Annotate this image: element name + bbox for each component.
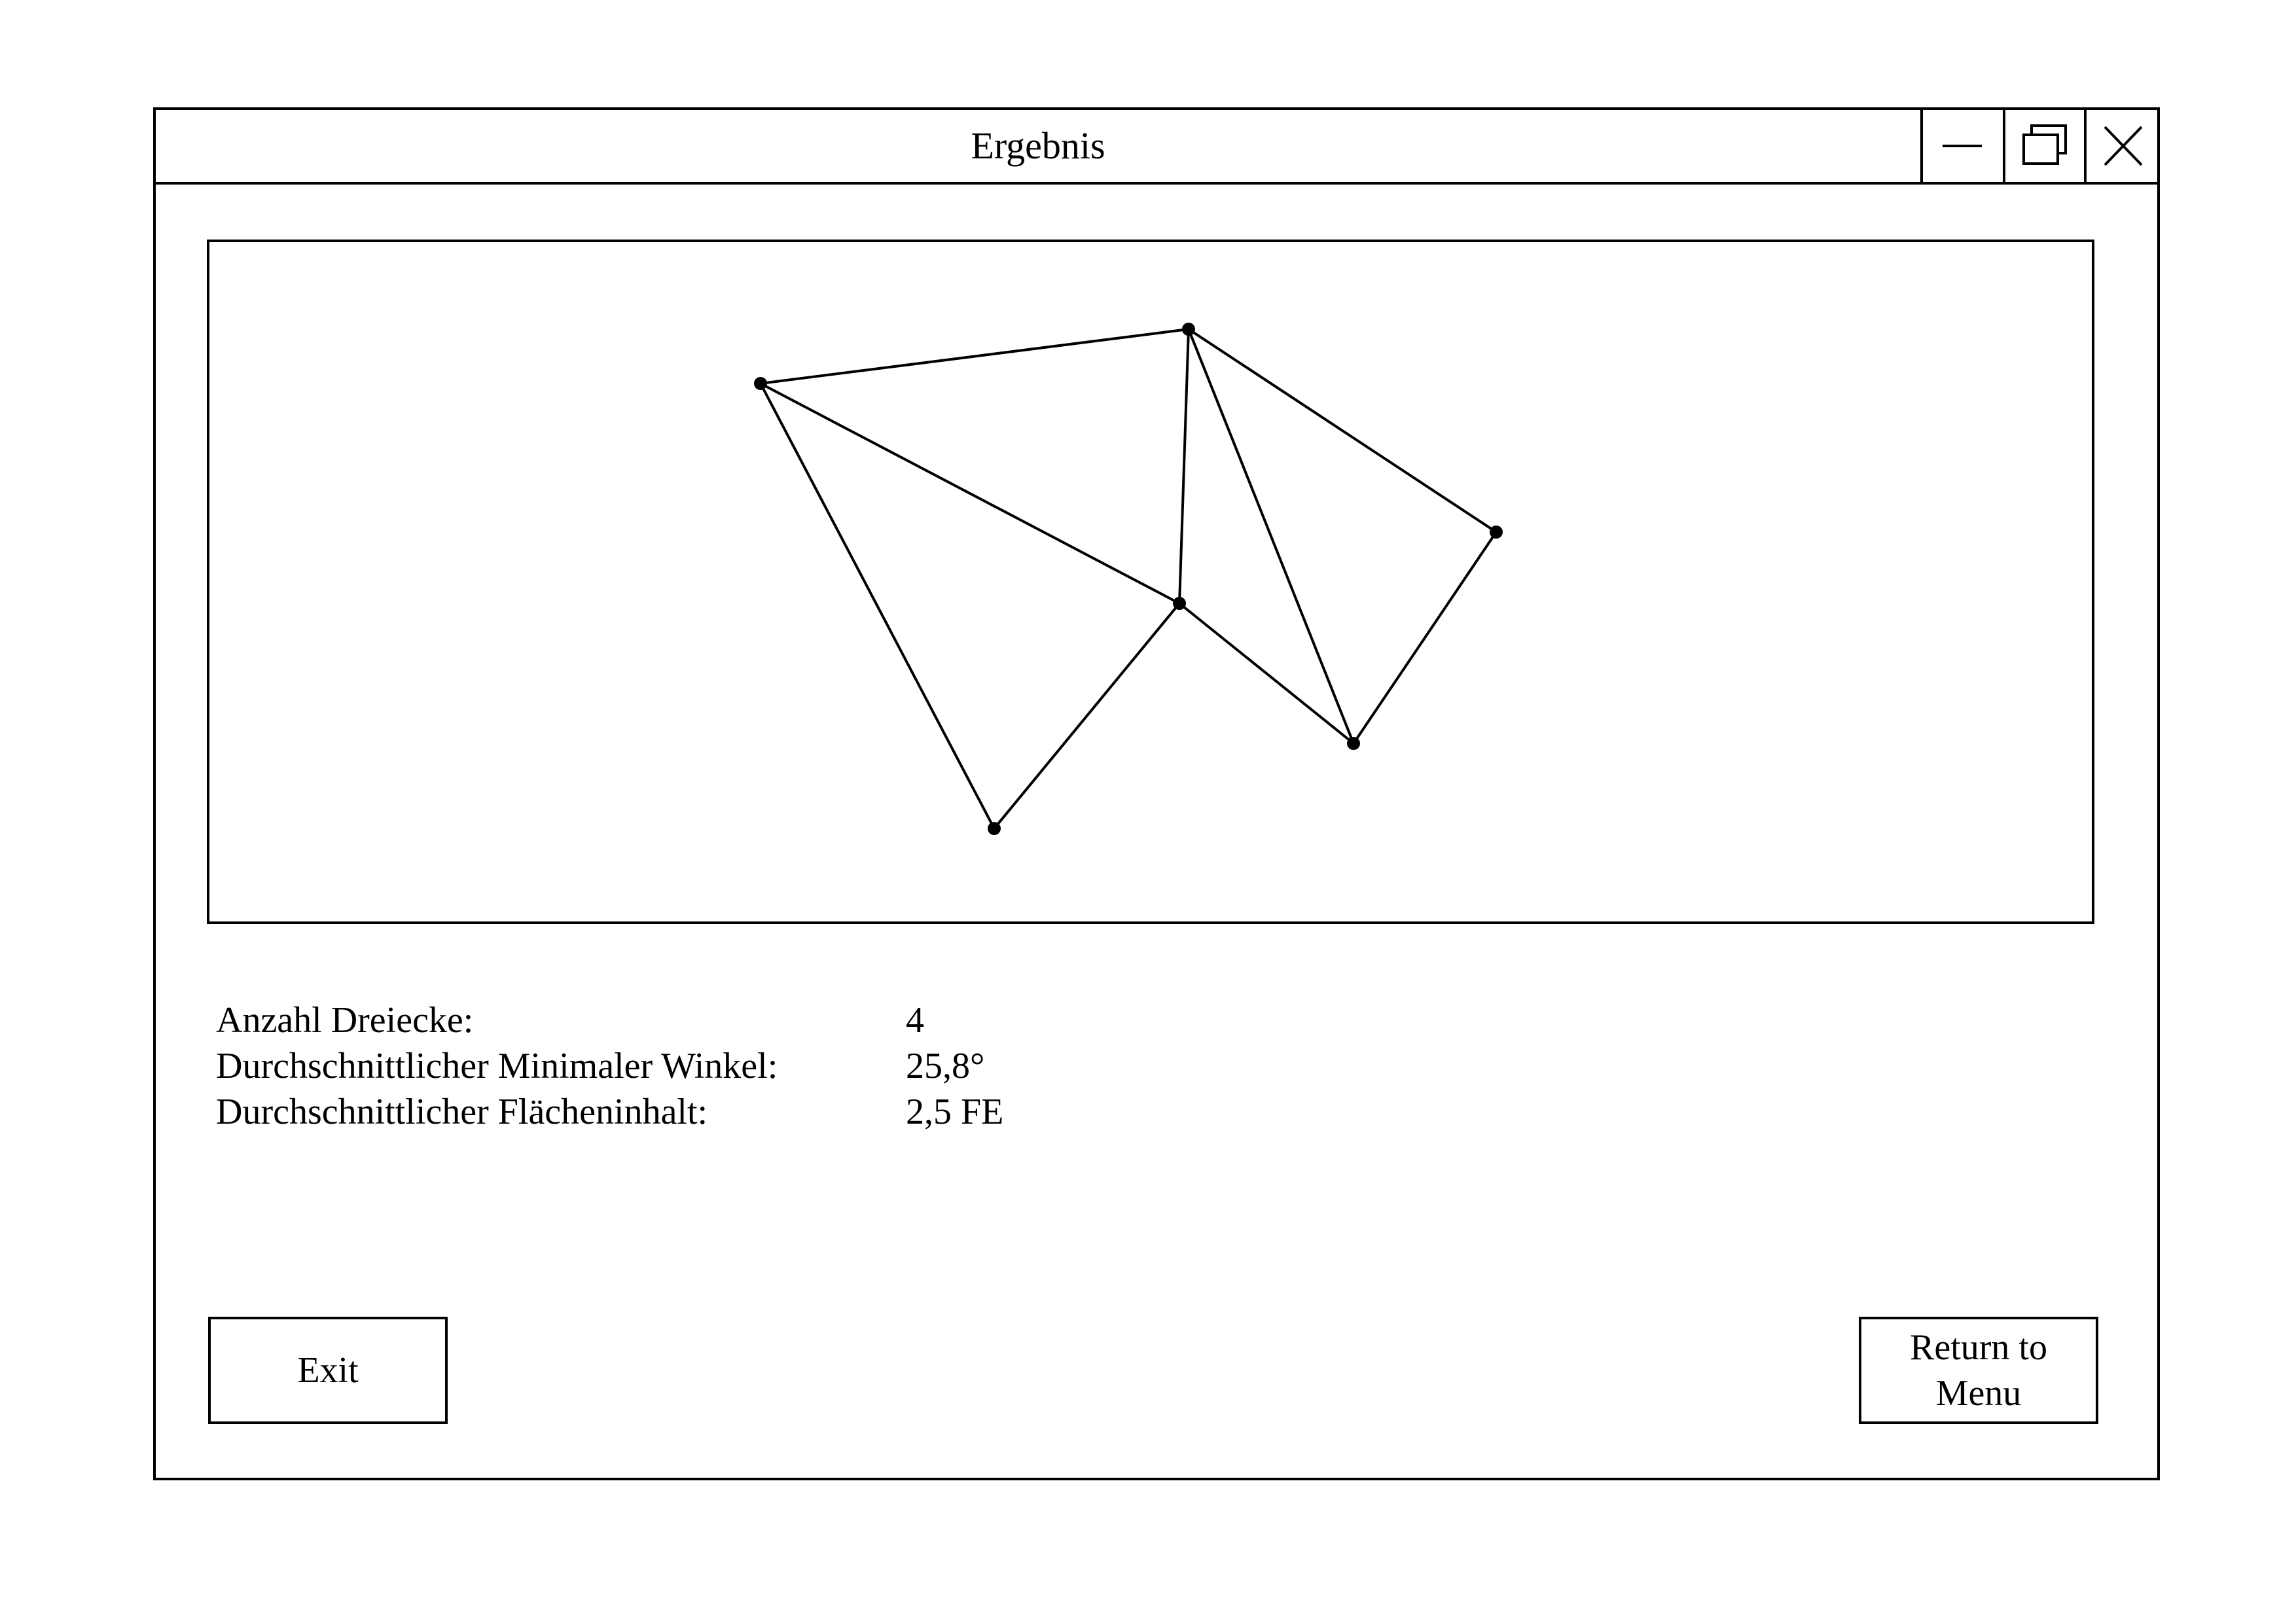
- edge-A-F: [759, 383, 996, 829]
- result-window: Ergebnis: [153, 107, 2160, 1480]
- restore-icon: [2022, 124, 2067, 165]
- edge-C-E: [1352, 531, 1498, 745]
- vertex-D: [1173, 597, 1186, 610]
- return-to-menu-button[interactable]: Return to Menu: [1859, 1317, 2098, 1424]
- edge-B-E: [1187, 329, 1355, 744]
- edge-B-C: [1187, 328, 1498, 533]
- vertex-C: [1490, 526, 1503, 539]
- vertex-B: [1182, 323, 1195, 336]
- edge-A-D: [760, 382, 1180, 605]
- stat-value-triangles: 4: [906, 1000, 924, 1041]
- vertex-A: [754, 377, 767, 390]
- vertex-E: [1347, 737, 1360, 750]
- stat-label-triangles: Anzahl Dreiecke:: [216, 1000, 474, 1041]
- minimize-button[interactable]: [1920, 110, 2003, 182]
- triangulation-canvas: [207, 240, 2094, 924]
- title-bar[interactable]: Ergebnis: [156, 110, 2157, 185]
- minimize-icon: [1943, 145, 1982, 147]
- vertex-F: [988, 822, 1001, 835]
- exit-button[interactable]: Exit: [208, 1317, 448, 1424]
- close-button[interactable]: [2084, 110, 2160, 182]
- stat-value-area: 2,5 FE: [906, 1092, 1004, 1132]
- edge-D-E: [1178, 602, 1355, 745]
- window-title: Ergebnis: [971, 124, 1105, 167]
- stat-label-min-angle: Durchschnittlicher Minimaler Winkel:: [216, 1046, 778, 1086]
- close-icon: [2104, 126, 2143, 166]
- maximize-button[interactable]: [2003, 110, 2084, 182]
- edge-A-B: [760, 328, 1189, 385]
- stat-label-area: Durchschnittlicher Flächeninhalt:: [216, 1092, 708, 1132]
- edge-B-D: [1178, 329, 1190, 604]
- stat-value-min-angle: 25,8°: [906, 1046, 985, 1086]
- edge-D-F: [993, 602, 1181, 830]
- triangulation-drawing: [754, 323, 1503, 835]
